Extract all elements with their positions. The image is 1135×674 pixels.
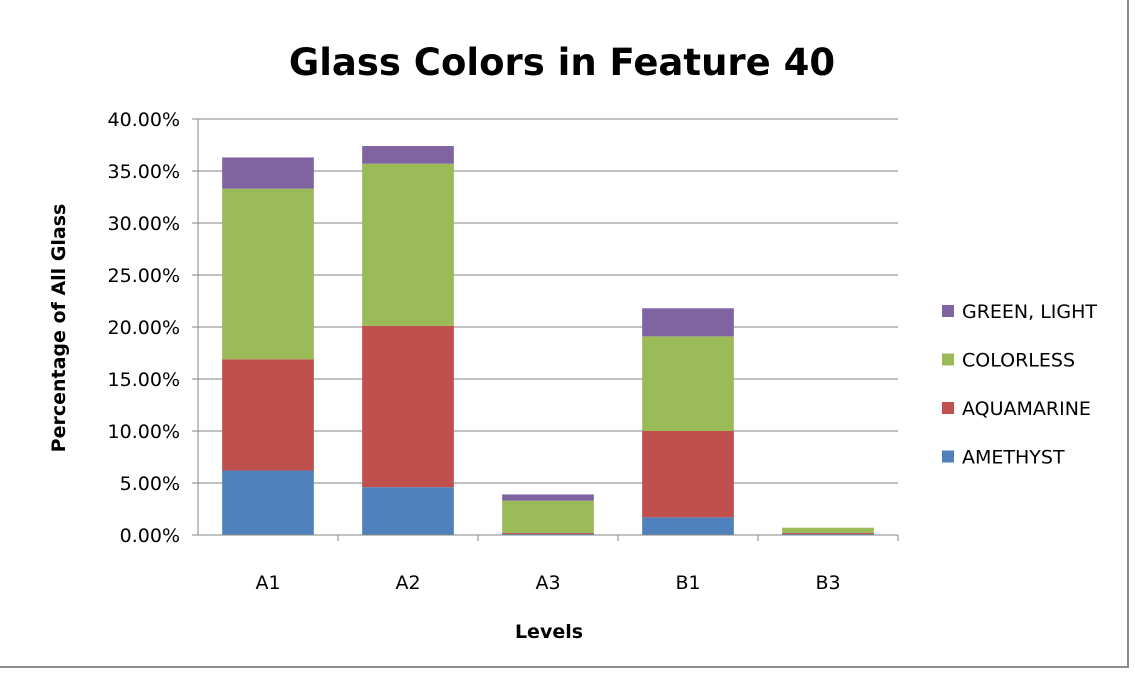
x-axis-title: Levels (515, 621, 583, 643)
bar-segment (222, 359, 314, 471)
legend-label: GREEN, LIGHT (962, 301, 1097, 323)
bar-segment (642, 336, 734, 431)
legend-swatch (942, 353, 954, 366)
bar-segment (502, 494, 594, 501)
y-tick-label: 25.00% (108, 265, 180, 287)
bar-segment (362, 146, 454, 164)
bar-segment (782, 532, 874, 534)
bar-segment (222, 470, 314, 535)
legend: GREEN, LIGHT COLORLESS AQUAMARINE AMETHYST (942, 301, 1097, 469)
bar-segment (502, 533, 594, 535)
bar-segment (642, 431, 734, 518)
x-tick-label: B3 (815, 572, 840, 594)
y-axis-ticks: 0.00% 5.00% 10.00% 15.00% 20.00% 25.00% 30.00%… (108, 109, 199, 547)
bar-segment (362, 487, 454, 535)
x-tick-label: A2 (395, 572, 420, 594)
legend-swatch (942, 305, 954, 317)
y-tick-label: 0.00% (120, 525, 180, 547)
x-tick-label: B1 (675, 572, 700, 594)
y-tick-label: 20.00% (108, 317, 180, 339)
y-tick-label: 40.00% (108, 109, 180, 131)
bar-segment (642, 517, 734, 535)
bar-segment (782, 527, 874, 533)
y-tick-label: 30.00% (108, 213, 180, 235)
bar-segment (362, 163, 454, 326)
legend-swatch (942, 402, 954, 414)
legend-label: COLORLESS (962, 350, 1075, 372)
bar-segment (222, 157, 314, 189)
y-axis-title: Percentage of All Glass (48, 204, 70, 453)
bar-segment (222, 188, 314, 360)
x-tick-label: A1 (255, 572, 280, 594)
bars (222, 146, 874, 535)
legend-label: AMETHYST (962, 447, 1065, 469)
legend-label: AQUAMARINE (962, 398, 1091, 420)
y-tick-label: 15.00% (108, 369, 180, 391)
y-tick-label: 10.00% (108, 421, 180, 443)
x-axis-ticks: A1 A2 A3 B1 B3 (255, 535, 899, 594)
bar-segment (502, 500, 594, 533)
gridlines (198, 118, 898, 484)
legend-swatch (942, 450, 954, 463)
bar-segment (362, 325, 454, 488)
bar-segment (502, 532, 594, 534)
y-tick-label: 5.00% (120, 473, 180, 495)
bar-segment (782, 533, 874, 535)
y-tick-label: 35.00% (108, 161, 180, 183)
x-tick-label: A3 (535, 572, 560, 594)
chart-title: Glass Colors in Feature 40 (289, 41, 835, 84)
bar-segment (642, 308, 734, 337)
